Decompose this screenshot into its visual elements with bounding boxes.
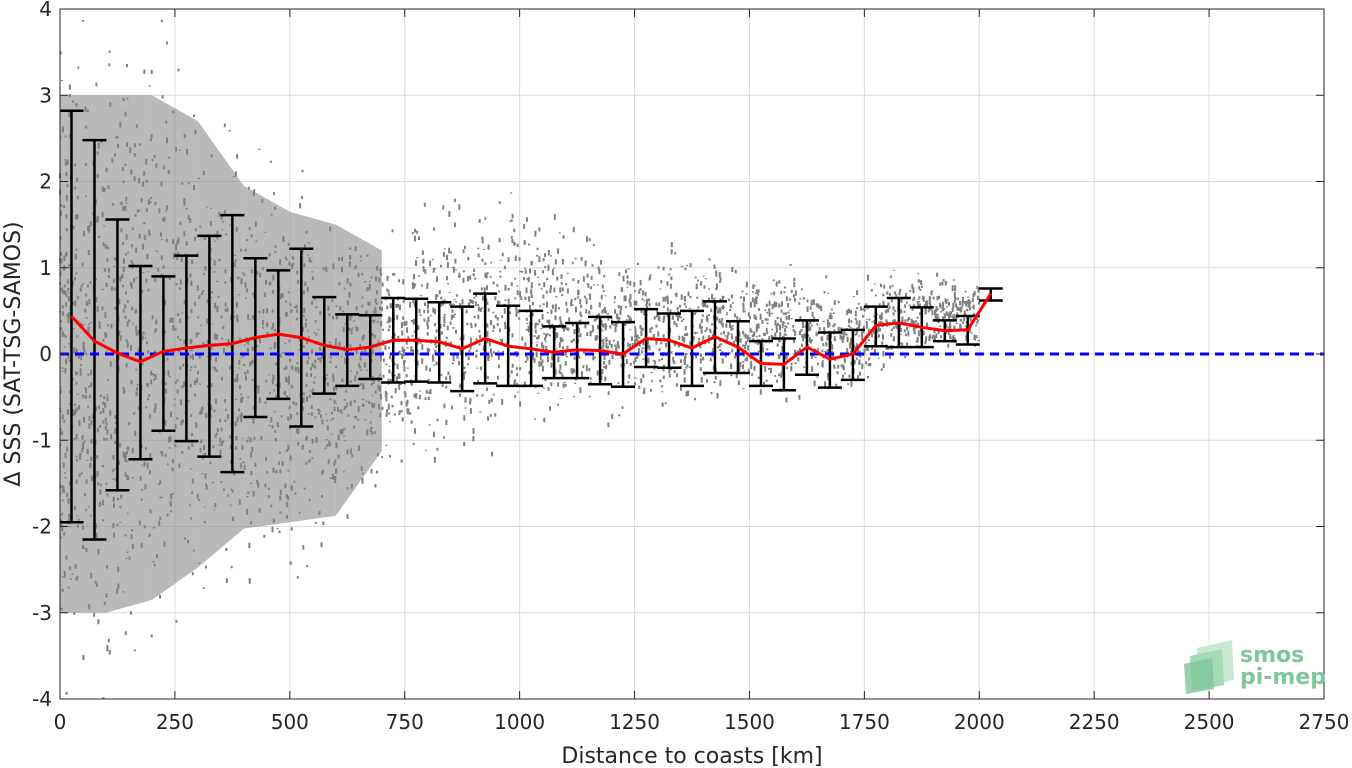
logo-text-smos: smos <box>1240 643 1304 668</box>
x-tick-label: 750 <box>386 710 424 734</box>
logo-shape-front <box>1184 658 1214 694</box>
x-tick-label: 1000 <box>494 710 545 734</box>
logo-text-pimep: pi-mep <box>1240 665 1326 690</box>
axis-ticks: 0 250 500 750 1000 1250 1500 1750 2000 2250 2500 27… <box>32 0 1349 734</box>
y-tick-label: 4 <box>39 0 52 21</box>
smos-pimep-logo: smos pi-mep <box>1184 640 1326 694</box>
scatter-density-band <box>151 95 198 600</box>
y-tick-label: -3 <box>32 601 52 625</box>
y-tick-label: -2 <box>32 515 52 539</box>
x-tick-label: 0 <box>54 710 67 734</box>
y-tick-label: -4 <box>32 687 52 711</box>
scatter-density-band <box>243 185 290 529</box>
scatter-density-band <box>335 224 382 516</box>
y-tick-label: 3 <box>39 83 52 107</box>
scatter-density-band <box>289 211 336 523</box>
x-tick-label: 1500 <box>724 710 775 734</box>
y-tick-label: 1 <box>39 256 52 280</box>
y-tick-label: 2 <box>39 170 52 194</box>
x-tick-label: 2500 <box>1184 710 1235 734</box>
x-tick-label: 1250 <box>609 710 660 734</box>
x-tick-label: 1750 <box>839 710 890 734</box>
x-tick-label: 250 <box>156 710 194 734</box>
x-axis-label: Distance to coasts [km] <box>561 744 822 768</box>
y-tick-label: 0 <box>39 342 52 366</box>
y-tick-label: -1 <box>32 428 52 452</box>
x-tick-label: 2250 <box>1069 710 1120 734</box>
y-axis-label: Δ SSS (SAT-TSG-SAMOS) <box>1 221 26 486</box>
x-tick-label: 2750 <box>1299 710 1350 734</box>
mean-line-path <box>70 292 993 366</box>
x-tick-label: 500 <box>271 710 309 734</box>
grid <box>59 8 1325 700</box>
x-tick-label: 2000 <box>954 710 1005 734</box>
mean-line <box>70 292 993 366</box>
